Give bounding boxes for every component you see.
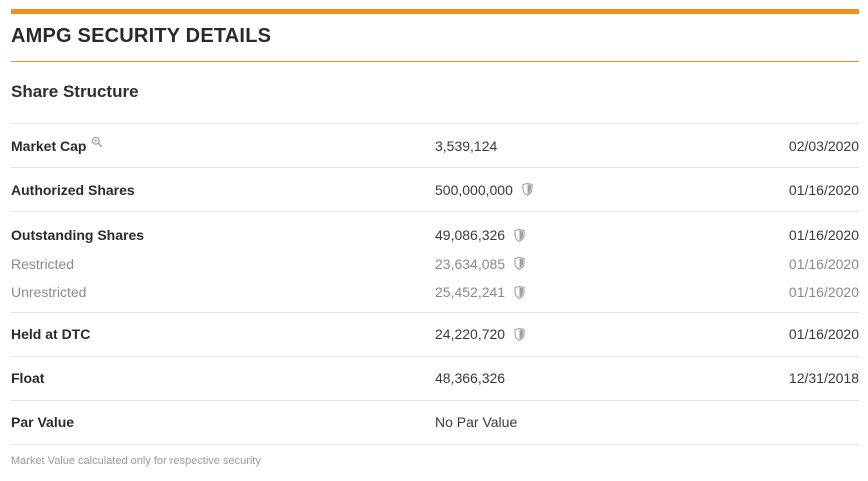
row-group-par-value: Par Value No Par Value — [11, 401, 859, 445]
shield-icon[interactable] — [514, 257, 525, 271]
restricted-label: Restricted — [11, 255, 75, 272]
outstanding-shares-label: Outstanding Shares — [11, 227, 145, 244]
security-details-panel: AMPG SECURITY DETAILS Share Structure Ma… — [11, 9, 859, 467]
held-at-dtc-value-cell: 24,220,720 — [435, 326, 719, 342]
restricted-value: 23,634,085 — [435, 255, 506, 272]
shield-icon[interactable] — [514, 285, 525, 299]
float-value: 48,366,326 — [435, 370, 506, 386]
table-row-restricted: Restricted 23,634,085 01/16/2020 — [11, 250, 859, 279]
restricted-value-cell: 23,634,085 — [435, 256, 719, 272]
authorized-shares-date: 01/16/2020 — [788, 181, 859, 198]
table-row-market-cap: Market Cap 3,539,124 02/03/2020 — [11, 124, 859, 167]
unrestricted-value-cell: 25,452,241 — [435, 284, 719, 300]
section-title: Share Structure — [11, 81, 139, 101]
footnote: Market Value calculated only for respect… — [11, 454, 261, 467]
outstanding-shares-value-cell: 49,086,326 — [435, 227, 719, 243]
float-date: 12/31/2018 — [788, 370, 859, 386]
float-value-cell: 48,366,326 — [435, 370, 719, 386]
market-cap-value: 3,539,124 — [435, 137, 498, 154]
outstanding-shares-date: 01/16/2020 — [788, 227, 859, 244]
panel-header: AMPG SECURITY DETAILS — [11, 14, 859, 62]
restricted-date: 01/16/2020 — [788, 255, 859, 272]
held-at-dtc-value: 24,220,720 — [435, 326, 506, 342]
row-group-float: Float 48,366,326 12/31/2018 — [11, 357, 859, 401]
table-row-held-at-dtc: Held at DTC 24,220,720 01/16/2020 — [11, 313, 859, 356]
unrestricted-date: 01/16/2020 — [788, 284, 859, 301]
held-at-dtc-label: Held at DTC — [11, 326, 91, 342]
section-header: Share Structure — [11, 62, 859, 124]
unrestricted-value: 25,452,241 — [435, 284, 506, 301]
shield-icon[interactable] — [522, 183, 533, 196]
authorized-shares-label: Authorized Shares — [11, 181, 135, 198]
market-cap-value-cell: 3,539,124 — [435, 138, 719, 154]
held-at-dtc-date: 01/16/2020 — [788, 326, 859, 342]
accent-bar — [11, 9, 859, 14]
par-value-value-cell: No Par Value — [435, 414, 719, 430]
table-row-unrestricted: Unrestricted 25,452,241 01/16/2020 — [11, 278, 859, 307]
market-cap-label: Market Cap — [11, 137, 87, 154]
row-group-authorized-shares: Authorized Shares 500,000,000 01/16/2020 — [11, 168, 859, 212]
magnifier-icon[interactable] — [91, 136, 103, 148]
par-value-value: No Par Value — [435, 414, 518, 430]
row-group-held-at-dtc: Held at DTC 24,220,720 01/16/2020 — [11, 313, 859, 357]
authorized-shares-value: 500,000,000 — [435, 181, 513, 198]
page-title: AMPG SECURITY DETAILS — [11, 25, 272, 47]
table-row-outstanding-shares: Outstanding Shares 49,086,326 01/16/2020 — [11, 221, 859, 250]
shield-icon[interactable] — [514, 228, 525, 242]
market-cap-label-cell: Market Cap — [11, 136, 435, 154]
table-row-float: Float 48,366,326 12/31/2018 — [11, 357, 859, 400]
row-group-market-cap: Market Cap 3,539,124 02/03/2020 — [11, 124, 859, 168]
table-row-authorized-shares: Authorized Shares 500,000,000 01/16/2020 — [11, 168, 859, 211]
par-value-label: Par Value — [11, 414, 75, 430]
float-label: Float — [11, 370, 45, 386]
shield-icon[interactable] — [514, 327, 525, 341]
row-group-outstanding-shares: Outstanding Shares 49,086,326 01/16/2020… — [11, 212, 859, 313]
table-row-par-value: Par Value No Par Value — [11, 401, 859, 444]
outstanding-shares-value: 49,086,326 — [435, 227, 506, 244]
authorized-shares-value-cell: 500,000,000 — [435, 182, 719, 198]
market-cap-date: 02/03/2020 — [788, 137, 859, 154]
unrestricted-label: Unrestricted — [11, 284, 87, 301]
